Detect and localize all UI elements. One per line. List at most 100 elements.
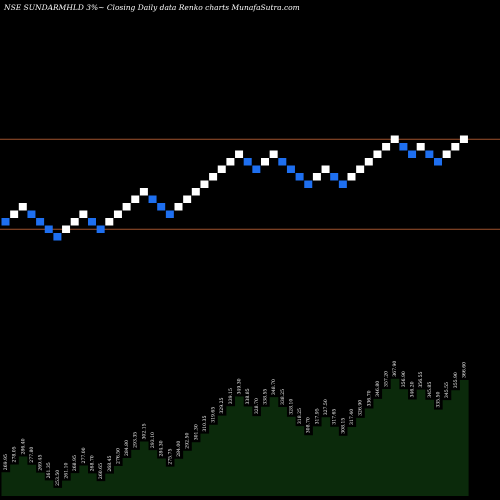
closing-value-label: 366.60 [461,362,467,378]
renko-brick-up [451,143,460,151]
closing-value-label: 301.30 [193,424,199,440]
closing-value-label: 348.70 [271,379,277,395]
closing-value-label: 302.15 [141,423,147,439]
closing-value-label: 338.55 [263,389,269,405]
renko-brick-up [347,173,356,181]
renko-brick-down [27,210,36,218]
renko-brick-down [157,203,166,211]
renko-brick-up [18,203,27,211]
renko-brick-up [226,158,235,166]
renko-brick-up [131,195,140,203]
renko-brick-up [174,203,183,211]
closing-value-label: 349.30 [237,378,243,394]
renko-brick-up [235,150,244,158]
closing-value-label: 286.40 [20,438,26,454]
closing-value-label: 284.80 [124,440,130,456]
renko-brick-down [96,225,105,233]
renko-brick-down [338,180,347,188]
renko-brick-down [408,150,417,158]
renko-brick-down [53,233,62,241]
renko-brick-down [148,195,157,203]
closing-value-label: 346.80 [375,381,381,397]
closing-value-label: 336.70 [366,390,372,406]
renko-brick-up [183,195,192,203]
closing-value-label: 278.05 [12,446,18,462]
closing-value-label: 293.35 [133,432,139,448]
renko-brick-up [364,158,373,166]
closing-value-label: 293.10 [150,432,156,448]
closing-value-label: 335.50 [436,392,442,408]
renko-brick-up [261,158,269,166]
renko-brick-up [62,225,71,233]
closing-value-label: 357.20 [384,371,390,387]
renko-brick-down [44,225,53,233]
renko-brick-up [269,150,278,158]
closing-value-label: 356.55 [418,371,424,387]
closing-value-label: 292.50 [185,433,191,449]
closing-value-label: 318.25 [297,408,303,424]
closing-value-label: 284.30 [159,440,165,456]
closing-value-label: 367.90 [392,361,398,377]
closing-value-label: 326.90 [358,400,364,416]
renko-brick-down [165,210,174,218]
renko-brick-up [416,143,425,151]
renko-brick-down [304,180,313,188]
renko-brick-down [278,158,287,166]
renko-brick-up [70,218,79,226]
chart-title: NSE SUNDARMHLD 3%~ Closing Daily data Re… [4,3,300,12]
renko-brick-up [122,203,131,211]
renko-brick-up [105,218,114,226]
closing-value-label: 319.65 [211,407,217,423]
renko-brick-down [286,165,295,173]
closing-value-label: 345.55 [444,382,450,398]
closing-value-label: 268.95 [72,455,78,471]
renko-brick-up [382,143,391,151]
closing-value-label: 269.45 [38,455,44,471]
closing-value-label: 308.70 [306,417,312,433]
renko-brick-up [191,188,200,196]
renko-brick-up [373,150,382,158]
closing-area [1,378,469,496]
closing-value-label: 327.50 [323,399,329,415]
renko-brick-up [459,135,468,143]
closing-value-label: 328.70 [254,398,260,414]
closing-value-label: 355.90 [453,372,459,388]
closing-value-label: 275.75 [167,449,173,465]
closing-value-label: 261.10 [64,462,70,478]
renko-brick-up [113,210,122,218]
renko-brick-up [79,210,88,218]
closing-value-label: 284.00 [176,441,182,457]
closing-value-label: 329.25 [219,397,225,413]
renko-brick-down [330,173,339,181]
renko-brick-down [434,158,442,166]
closing-value-label: 253.50 [55,470,61,486]
closing-value-label: 346.20 [410,381,416,397]
closing-value-label: 339.15 [228,388,234,404]
renko-brick-up [321,165,330,173]
renko-brick-up [356,165,365,173]
renko-brick-down [1,218,10,226]
closing-value-label: 338.25 [280,389,286,405]
closing-value-label: 268.45 [107,455,113,471]
renko-brick-down [36,218,45,226]
renko-brick-up [209,173,218,181]
renko-brick-down [425,150,434,158]
renko-brick-down [399,143,408,151]
closing-value-label: 310.35 [202,416,208,432]
closing-value-label: 308.15 [340,418,346,434]
closing-value-label: 268.70 [90,455,96,471]
closing-value-label: 261.35 [46,462,52,478]
closing-value-label: 260.65 [98,463,104,479]
closing-value-label: 345.85 [427,382,433,398]
closing-value-label: 317.40 [349,409,355,425]
closing-value-label: 276.50 [115,448,121,464]
closing-value-label: 328.10 [288,399,294,415]
renko-brick-down [88,218,96,226]
renko-brick-up [200,180,209,188]
renko-brick-down [295,173,304,181]
closing-value-label: 277.80 [29,447,35,463]
renko-brick-down [252,165,261,173]
renko-brick-up [390,135,399,143]
